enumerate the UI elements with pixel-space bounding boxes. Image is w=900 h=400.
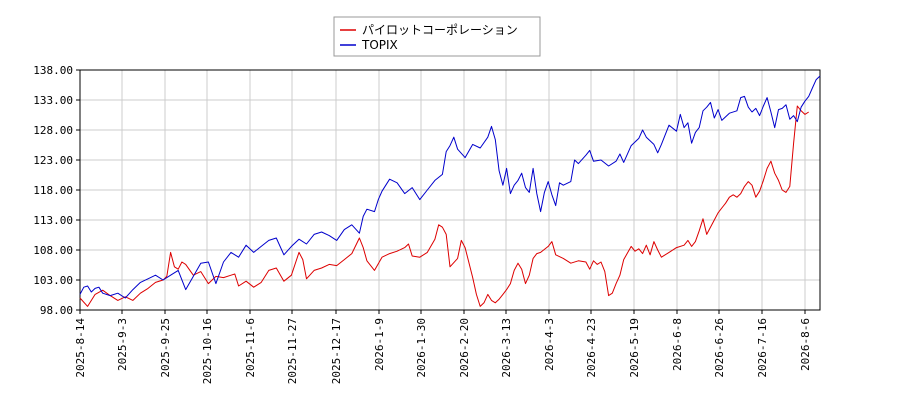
y-tick-label: 118.00: [33, 184, 73, 197]
legend: パイロットコーポレーション TOPIX: [333, 16, 541, 57]
series-line-topix: [79, 75, 821, 299]
x-tick-label: 2026-3-13: [500, 318, 513, 378]
y-tick-label: 98.00: [40, 304, 73, 317]
legend-label-topix: TOPIX: [361, 38, 398, 52]
x-tick-label: 2025-10-16: [201, 318, 214, 384]
x-tick-label: 2025-8-14: [74, 318, 87, 378]
series-lines: [79, 75, 821, 307]
y-tick-label: 113.00: [33, 214, 73, 227]
x-tick-label: 2025-12-17: [330, 318, 343, 384]
x-tick-label: 2026-6-26: [713, 318, 726, 378]
x-tick-label: 2025-9-3: [116, 318, 129, 371]
x-tick-label: 2026-1-9: [373, 318, 386, 371]
x-tick-label: 2025-11-6: [244, 318, 257, 378]
x-tick-label: 2026-6-8: [671, 318, 684, 371]
x-tick-label: 2026-5-19: [628, 318, 641, 378]
x-tick-label: 2026-8-6: [799, 318, 812, 371]
series-line-pilot: [79, 105, 809, 307]
y-tick-label: 138.00: [33, 64, 73, 77]
y-tick-label: 108.00: [33, 244, 73, 257]
x-tick-label: 2026-1-30: [415, 318, 428, 378]
x-tick-label: 2025-11-27: [286, 318, 299, 384]
x-tick-label: 2026-2-20: [458, 318, 471, 378]
x-tick-label: 2025-9-25: [159, 318, 172, 378]
x-axis: 2025-8-14 2025-9-3 2025-9-25 2025-10-16 2025…: [74, 310, 812, 384]
y-axis: 98.00 103.00 108.00 113.00 118.00 123.00 128.0…: [33, 64, 80, 317]
x-tick-label: 2026-4-23: [585, 318, 598, 378]
grid: [79, 69, 820, 311]
x-tick-label: 2026-4-3: [543, 318, 556, 371]
y-tick-label: 133.00: [33, 94, 73, 107]
legend-label-pilot: パイロットコーポレーション: [362, 23, 518, 37]
y-tick-label: 123.00: [33, 154, 73, 167]
y-tick-label: 128.00: [33, 124, 73, 137]
x-tick-label: 2026-7-16: [756, 318, 769, 378]
legend-box: [333, 16, 541, 57]
y-tick-label: 103.00: [33, 274, 73, 287]
